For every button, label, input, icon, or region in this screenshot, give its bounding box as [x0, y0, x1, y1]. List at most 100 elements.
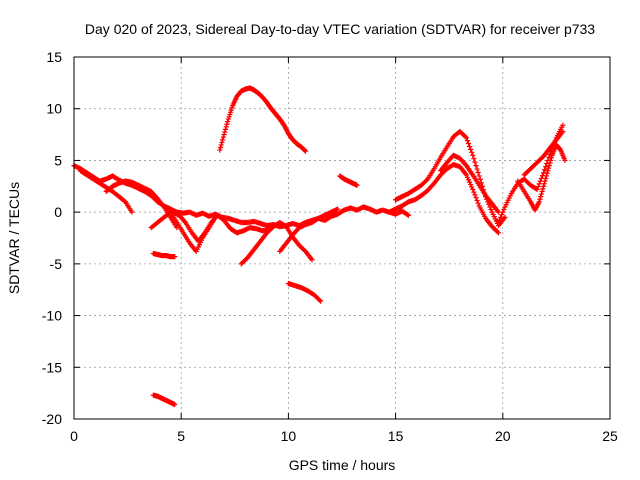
y-tick-label: 15 [46, 49, 62, 65]
x-tick-label: 10 [281, 428, 297, 444]
y-tick-label: 5 [54, 152, 62, 168]
data-point-interp [469, 184, 475, 190]
data-point-interp [488, 206, 494, 213]
data-point-interp [535, 184, 541, 190]
y-tick-label: 0 [54, 204, 62, 220]
data-point-interp [500, 209, 506, 215]
data-point [476, 173, 482, 179]
data-point-interp [472, 192, 478, 198]
data-point [562, 157, 568, 164]
series-trace-13 [393, 128, 508, 229]
data-point [309, 257, 315, 263]
data-point-interp [217, 144, 224, 151]
data-point [302, 148, 309, 154]
data-point-interp [469, 149, 475, 155]
series-trace-8 [277, 206, 341, 255]
data-point-interp [496, 217, 503, 223]
data-point-interp [538, 191, 544, 197]
data-point-interp [498, 214, 504, 220]
series-trace-17 [515, 142, 568, 213]
data-point-interp [501, 206, 507, 213]
axis-ticks: 0 5 10 15 20 25 -20 -15 -10 -5 0 5 10 15 [42, 49, 618, 444]
data-point-interp [499, 212, 505, 218]
data-point-interp [536, 181, 542, 187]
data-point-interp [473, 195, 479, 201]
data-point [217, 147, 223, 153]
data-point-interp [404, 211, 410, 218]
data-point-interp [468, 181, 474, 188]
data-point [405, 212, 412, 218]
x-tick-label: 15 [388, 428, 404, 444]
data-point-interp [474, 197, 480, 204]
data-point-interp [224, 121, 230, 127]
data-point [129, 209, 135, 215]
series-trace-1 [71, 163, 412, 230]
data-point-interp [543, 164, 549, 170]
data-point-interp [464, 174, 471, 180]
data-point-interp [538, 194, 544, 200]
data-point [540, 183, 547, 189]
data-point-interp [541, 181, 547, 187]
series-trace-5 [170, 209, 272, 244]
data-point-interp [545, 165, 552, 171]
data-point [534, 186, 540, 192]
data-point-interp [543, 175, 549, 182]
data-point-interp [223, 124, 229, 130]
plot-frame [73, 56, 611, 420]
data-point [560, 122, 566, 128]
series-trace-18 [521, 128, 566, 178]
data-point-interp [547, 160, 553, 166]
data-point-interp [475, 169, 481, 176]
x-tick-label: 25 [602, 428, 618, 444]
data-point-interp [466, 143, 473, 150]
data-point-interp [466, 179, 473, 185]
y-tick-label: -5 [50, 256, 63, 272]
data-point [470, 152, 476, 158]
y-tick-label: -10 [42, 308, 62, 324]
data-point-interp [222, 129, 228, 135]
data-point [317, 298, 324, 304]
x-axis-title: GPS time / hours [289, 457, 396, 473]
data-point-interp [316, 297, 323, 303]
x-tick-label: 5 [177, 428, 185, 444]
data-point-interp [548, 155, 554, 161]
data-point [172, 401, 178, 408]
data-point-interp [218, 142, 224, 148]
data-point [495, 230, 502, 236]
data-point [463, 135, 469, 141]
series-trace-10 [150, 250, 178, 260]
data-point-interp [464, 138, 471, 144]
data-point-interp [220, 137, 226, 143]
data-point-interp [475, 200, 481, 206]
data-point-interp [465, 140, 472, 147]
data-point-interp [220, 134, 226, 140]
data-point-interp [537, 178, 543, 184]
series-trace-14 [386, 161, 502, 236]
data-point [560, 128, 566, 135]
data-point-interp [465, 177, 472, 183]
x-tick-label: 0 [70, 428, 78, 444]
data-point-interp [225, 119, 231, 125]
data-point-interp [302, 147, 308, 154]
series-trace-6 [217, 85, 309, 154]
series-trace-7 [238, 219, 315, 267]
data-point [545, 168, 551, 174]
data-point [354, 182, 360, 188]
y-axis-title: SDTVAR / TECUs [6, 182, 22, 294]
y-tick-label: -20 [42, 411, 62, 427]
series-trace-15 [438, 152, 502, 215]
data-point-interp [546, 163, 552, 169]
data-point-interp [537, 196, 543, 202]
data-point [536, 199, 542, 205]
data-point [172, 254, 178, 260]
data-point-interp [471, 189, 477, 195]
data-point-interp [219, 139, 225, 145]
data-point [470, 186, 476, 192]
series-trace-12 [337, 173, 360, 188]
grid [74, 57, 610, 419]
data-point-interp [462, 134, 468, 140]
data-point-interp [424, 177, 430, 183]
data-point [495, 219, 502, 226]
data-point [221, 131, 227, 138]
